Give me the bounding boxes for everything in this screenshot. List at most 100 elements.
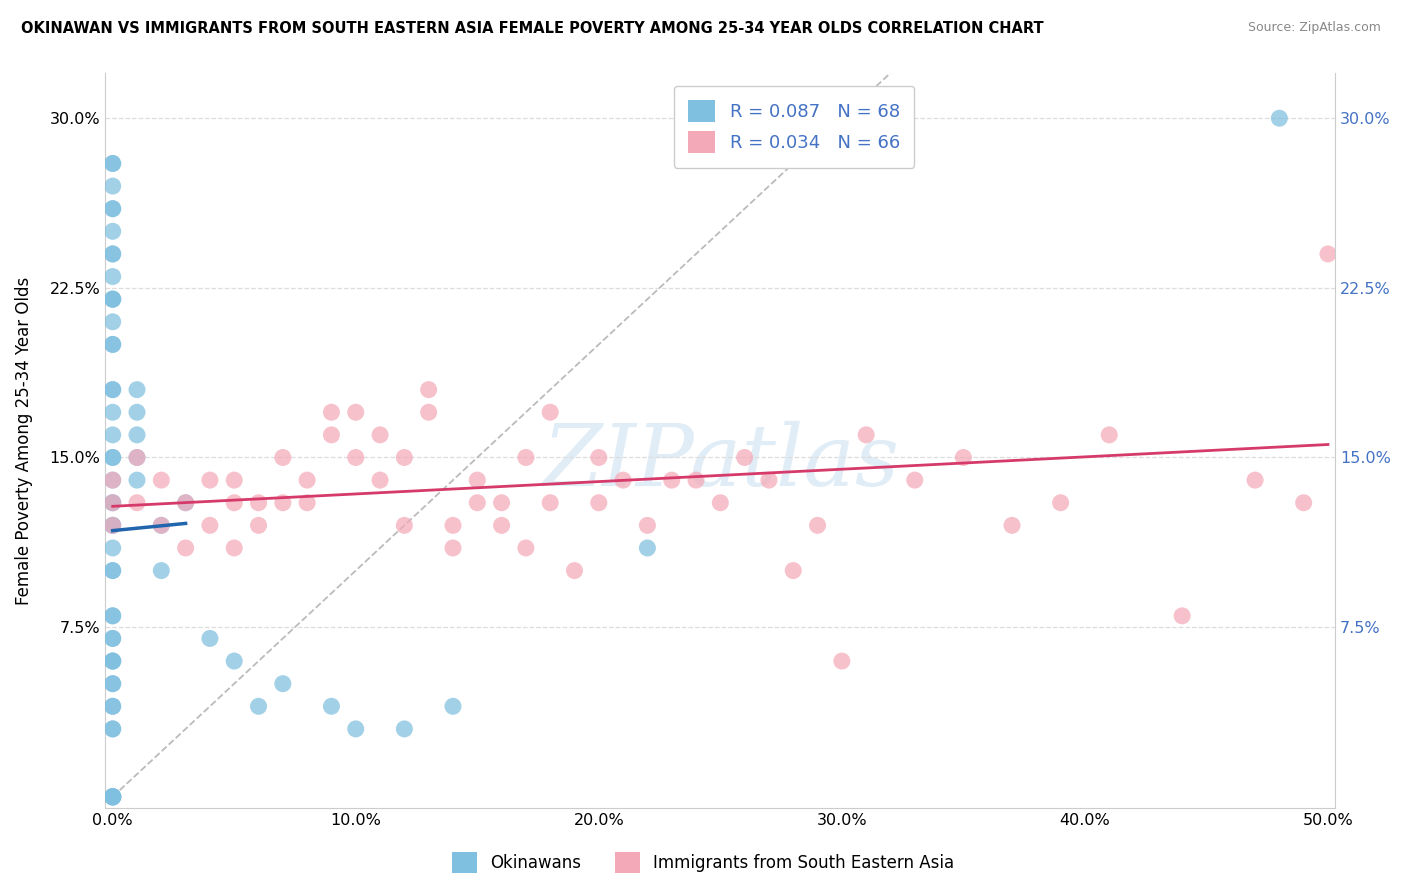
Point [806, 518, 828, 533]
Text: ZIPatlas: ZIPatlas [541, 421, 898, 504]
Point [588, 450, 610, 465]
Point [198, 473, 221, 487]
Point [394, 518, 416, 533]
Point [515, 541, 537, 555]
Point [101, 632, 124, 646]
Point [150, 473, 173, 487]
Point [101, 473, 124, 487]
Point [174, 496, 197, 510]
Point [101, 202, 124, 216]
Point [101, 722, 124, 736]
Point [368, 428, 391, 442]
Point [101, 179, 124, 194]
Point [101, 473, 124, 487]
Point [271, 450, 294, 465]
Point [515, 450, 537, 465]
Point [101, 450, 124, 465]
Point [101, 496, 124, 510]
Point [661, 473, 683, 487]
Point [418, 383, 440, 397]
Point [101, 632, 124, 646]
Point [101, 496, 124, 510]
Point [758, 473, 780, 487]
Point [224, 541, 246, 555]
Point [831, 654, 853, 668]
Point [418, 405, 440, 419]
Point [101, 496, 124, 510]
Point [101, 292, 124, 306]
Point [295, 496, 318, 510]
Point [491, 518, 513, 533]
Point [1171, 608, 1194, 623]
Point [1317, 247, 1340, 261]
Point [125, 405, 148, 419]
Point [101, 541, 124, 555]
Point [564, 564, 586, 578]
Point [394, 722, 416, 736]
Point [321, 699, 343, 714]
Point [465, 496, 488, 510]
Point [1049, 496, 1071, 510]
Point [101, 518, 124, 533]
Point [101, 654, 124, 668]
Point [125, 383, 148, 397]
Point [101, 789, 124, 804]
Point [101, 789, 124, 804]
Point [101, 676, 124, 690]
Point [538, 405, 561, 419]
Point [101, 202, 124, 216]
Point [101, 450, 124, 465]
Point [101, 608, 124, 623]
Point [101, 292, 124, 306]
Point [101, 789, 124, 804]
Point [101, 428, 124, 442]
Point [344, 405, 367, 419]
Point [224, 496, 246, 510]
Point [101, 789, 124, 804]
Point [224, 654, 246, 668]
Point [538, 496, 561, 510]
Point [295, 473, 318, 487]
Point [224, 473, 246, 487]
Point [441, 541, 464, 555]
Point [344, 722, 367, 736]
Point [271, 496, 294, 510]
Point [125, 428, 148, 442]
Point [1098, 428, 1121, 442]
Point [101, 292, 124, 306]
Point [491, 496, 513, 510]
Point [101, 608, 124, 623]
Point [150, 564, 173, 578]
Point [198, 518, 221, 533]
Point [101, 383, 124, 397]
Point [101, 156, 124, 170]
Point [1292, 496, 1315, 510]
Point [782, 564, 804, 578]
Point [1001, 518, 1024, 533]
Point [101, 315, 124, 329]
Point [271, 676, 294, 690]
Point [101, 247, 124, 261]
Point [101, 789, 124, 804]
Point [125, 473, 148, 487]
Point [101, 789, 124, 804]
Point [101, 676, 124, 690]
Point [101, 722, 124, 736]
Point [174, 496, 197, 510]
Point [101, 564, 124, 578]
Point [150, 518, 173, 533]
Point [101, 269, 124, 284]
Point [1244, 473, 1267, 487]
Point [125, 496, 148, 510]
Point [101, 156, 124, 170]
Point [247, 699, 270, 714]
Point [904, 473, 927, 487]
Point [321, 405, 343, 419]
Point [612, 473, 634, 487]
Point [101, 564, 124, 578]
Point [101, 654, 124, 668]
Point [101, 405, 124, 419]
Point [1268, 112, 1291, 126]
Legend: Okinawans, Immigrants from South Eastern Asia: Okinawans, Immigrants from South Eastern… [446, 846, 960, 880]
Point [125, 450, 148, 465]
